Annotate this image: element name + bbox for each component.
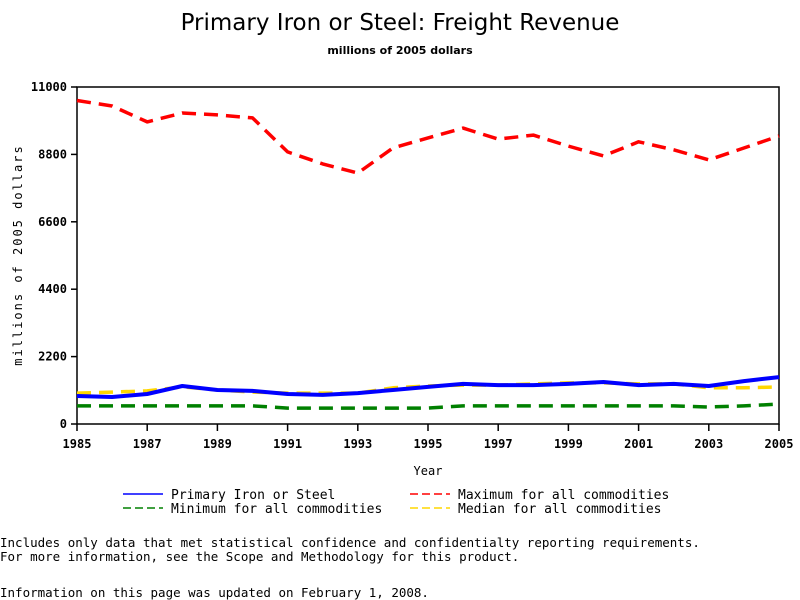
x-tick-label: 1987 bbox=[133, 437, 162, 451]
x-tick-label: 2005 bbox=[765, 437, 794, 451]
y-tick-label: 11000 bbox=[31, 80, 67, 94]
x-tick-label: 1997 bbox=[484, 437, 513, 451]
x-tick-label: 1999 bbox=[554, 437, 583, 451]
axes: 0 2200 4400 6600 8800 11000 1985 1987 1989 1991 19… bbox=[31, 80, 794, 451]
legend-label-primary-iron-or-steel: Primary Iron or Steel bbox=[171, 488, 335, 503]
y-axis-label: millions of 2005 dollars bbox=[11, 144, 25, 365]
x-tick-label: 2001 bbox=[624, 437, 653, 451]
x-tick-label: 1989 bbox=[203, 437, 232, 451]
x-tick-label: 1985 bbox=[63, 437, 92, 451]
legend: Primary Iron or Steel Maximum for all com… bbox=[123, 488, 669, 517]
legend-label-minimum-for-all-commodities: Minimum for all commodities bbox=[171, 502, 382, 517]
y-tick-label: 6600 bbox=[38, 215, 67, 229]
y-tick-label: 4400 bbox=[38, 282, 67, 296]
y-tick-label: 8800 bbox=[38, 147, 67, 161]
chart-title: Primary Iron or Steel: Freight Revenue bbox=[181, 10, 620, 36]
series-group bbox=[76, 98, 780, 410]
x-tick-label: 1991 bbox=[273, 437, 302, 451]
series-line-maximum-for-all-commodities bbox=[76, 98, 780, 175]
updated-note: Information on this page was updated on … bbox=[0, 585, 429, 600]
x-tick-label: 1995 bbox=[414, 437, 443, 451]
series-line-primary-iron-or-steel bbox=[76, 375, 780, 399]
x-tick-label: 1993 bbox=[343, 437, 372, 451]
chart-subtitle: millions of 2005 dollars bbox=[327, 44, 473, 57]
confidence-note: Includes only data that met statistical … bbox=[0, 535, 700, 550]
legend-label-median-for-all-commodities: Median for all commodities bbox=[458, 502, 662, 517]
y-tick-label: 0 bbox=[60, 417, 67, 431]
legend-label-maximum-for-all-commodities: Maximum for all commodities bbox=[458, 488, 669, 503]
series-line-minimum-for-all-commodities bbox=[77, 402, 780, 410]
y-tick-label: 2200 bbox=[38, 350, 67, 364]
x-axis-label: Year bbox=[414, 464, 443, 478]
methodology-note: For more information, see the Scope and … bbox=[0, 549, 520, 564]
x-tick-label: 2003 bbox=[694, 437, 723, 451]
